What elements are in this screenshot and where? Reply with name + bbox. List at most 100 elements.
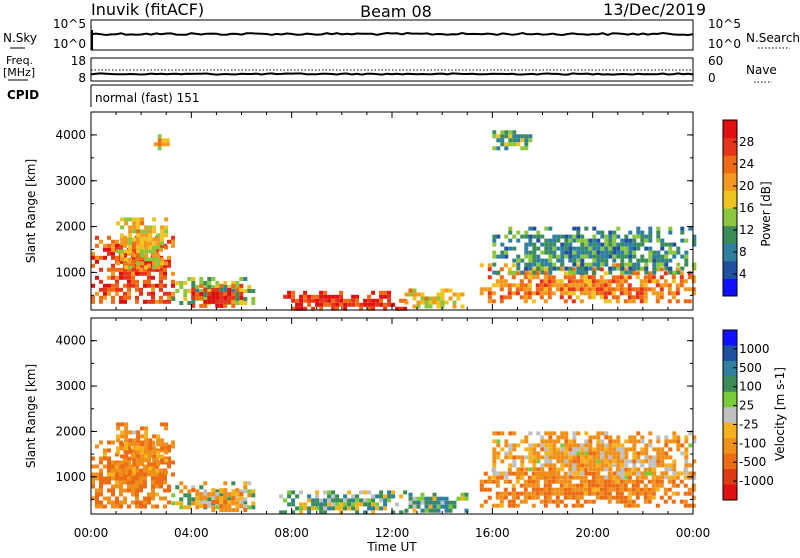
heatmap-cell [508, 134, 513, 139]
heatmap-cell [504, 439, 509, 444]
heatmap-cell [536, 246, 541, 251]
heatmap-cell [199, 281, 204, 285]
heatmap-cell [615, 483, 620, 488]
heatmap-cell [483, 499, 488, 504]
heatmap-cell [191, 285, 196, 289]
heatmap-cell [628, 254, 633, 259]
heatmap-cell [652, 471, 657, 476]
heatmap-cell [299, 302, 304, 307]
heatmap-cell [572, 467, 577, 472]
heatmap-cell [560, 250, 565, 255]
heatmap-cell [576, 451, 581, 456]
heatmap-cell [416, 504, 421, 509]
heatmap-cell [115, 275, 119, 280]
heatmap-cell [544, 258, 549, 263]
heatmap-cell [636, 262, 641, 267]
heatmap-cell [140, 462, 145, 467]
heatmap-cell [600, 254, 605, 259]
heatmap-cell [440, 304, 445, 309]
heatmap-cell [99, 279, 103, 284]
heatmap-cell [416, 300, 421, 305]
nsearch-label: N.Search [746, 31, 800, 45]
heatmap-cell [543, 275, 548, 280]
heatmap-cell [327, 298, 332, 303]
heatmap-cell [591, 499, 596, 504]
heatmap-cell [612, 234, 617, 239]
heatmap-cell [524, 266, 529, 271]
heatmap-cell [500, 459, 505, 464]
heatmap-cell [140, 237, 145, 242]
heatmap-cell [128, 442, 133, 447]
heatmap-cell [651, 491, 656, 496]
heatmap-cell [600, 443, 605, 448]
heatmap-cell [279, 494, 284, 499]
heatmap-cell [496, 138, 501, 143]
heatmap-cell [583, 275, 588, 280]
heatmap-cell [675, 491, 680, 496]
heatmap-cell [632, 459, 637, 464]
heatmap-cell [379, 498, 384, 503]
heatmap-cell [567, 291, 572, 296]
heatmap-cell [235, 504, 240, 509]
heatmap-cell [436, 496, 441, 501]
heatmap-cell [319, 498, 324, 503]
heatmap-cell [655, 483, 660, 488]
heatmap-cell [576, 459, 581, 464]
heatmap-cell [483, 287, 488, 292]
heatmap-cell [624, 459, 629, 464]
heatmap-cell [155, 468, 159, 473]
heatmap-cell [508, 130, 513, 135]
heatmap-cell [215, 489, 220, 494]
heatmap-cell [587, 291, 592, 296]
heatmap-cell [355, 294, 360, 299]
heatmap-cell [171, 235, 175, 240]
heatmap-cell [359, 502, 364, 507]
heatmap-cell [160, 422, 165, 427]
heatmap-cell [587, 279, 592, 284]
heatmap-cell [211, 299, 216, 304]
heatmap-cell [156, 454, 161, 459]
heatmap-cell [616, 246, 621, 251]
heatmap-cell [664, 467, 669, 472]
heatmap-cell [491, 283, 496, 288]
heatmap-cell [295, 506, 300, 511]
heatmap-cell [527, 291, 532, 296]
heatmap-cell [596, 459, 601, 464]
heatmap-cell [615, 487, 620, 492]
heatmap-cell [211, 277, 216, 281]
heatmap-cell [559, 283, 564, 288]
heatmap-cell [623, 275, 628, 280]
heatmap-cell [119, 472, 123, 477]
heatmap-cell [120, 434, 125, 439]
heatmap-cell [456, 296, 461, 301]
heatmap-cell [652, 447, 657, 452]
heatmap-cell [688, 471, 693, 476]
heatmap-cell [107, 287, 111, 292]
heatmap-cell [323, 290, 328, 295]
heatmap-cell [572, 270, 577, 275]
heatmap-cell [548, 447, 553, 452]
heatmap-cell [648, 226, 653, 231]
heatmap-cell [568, 270, 573, 275]
heatmap-cell [99, 299, 103, 304]
heatmap-cell [143, 464, 147, 469]
heatmap-cell [157, 146, 162, 151]
heatmap-cell [575, 503, 580, 508]
heatmap-cell [652, 475, 657, 480]
heatmap-cell [604, 475, 609, 480]
heatmap-cell [408, 292, 413, 297]
heatmap-cell [135, 504, 139, 509]
heatmap-cell [620, 262, 625, 267]
heatmap-cell [195, 289, 200, 293]
heatmap-cell [444, 504, 449, 509]
heatmap-cell [131, 448, 135, 453]
heatmap-cell [159, 247, 163, 252]
heatmap-cell [123, 271, 127, 276]
heatmap-cell [528, 467, 533, 472]
heatmap-cell [564, 435, 569, 440]
heatmap-cell [604, 250, 609, 255]
heatmap-cell [547, 491, 552, 496]
heatmap-cell [620, 242, 625, 247]
heatmap-cell [664, 250, 669, 255]
heatmap-cell [524, 447, 529, 452]
